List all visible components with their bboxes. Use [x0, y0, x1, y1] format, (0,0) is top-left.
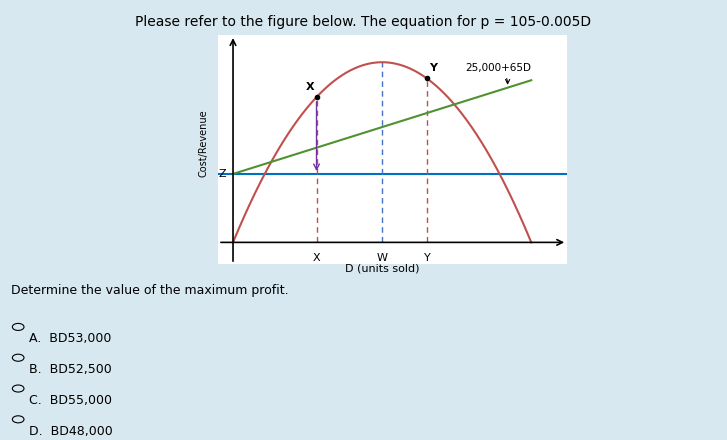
- Text: 25,000+65D: 25,000+65D: [466, 63, 531, 84]
- Text: W: W: [377, 253, 387, 263]
- Text: Determine the value of the maximum profit.: Determine the value of the maximum profi…: [11, 284, 289, 297]
- Text: Z: Z: [219, 169, 226, 179]
- Text: B.  BD52,500: B. BD52,500: [29, 363, 112, 376]
- Text: D.  BD48,000: D. BD48,000: [29, 425, 113, 438]
- Text: X: X: [306, 82, 315, 92]
- Text: X: X: [313, 253, 321, 263]
- Text: D (units sold): D (units sold): [345, 263, 419, 273]
- Text: Please refer to the figure below. The equation for p = 105-0.005D: Please refer to the figure below. The eq…: [135, 15, 592, 29]
- Text: C.  BD55,000: C. BD55,000: [29, 394, 112, 407]
- Text: Y: Y: [429, 63, 437, 73]
- Text: Cost/Revenue: Cost/Revenue: [198, 110, 208, 177]
- Text: Y: Y: [424, 253, 430, 263]
- Text: A.  BD53,000: A. BD53,000: [29, 332, 111, 345]
